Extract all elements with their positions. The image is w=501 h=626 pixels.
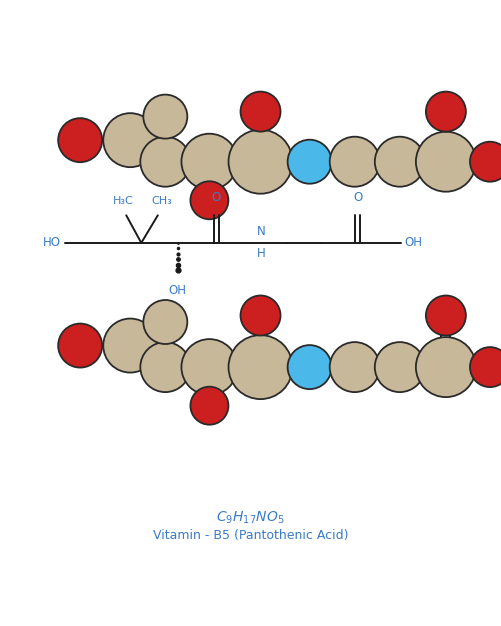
Circle shape bbox=[143, 95, 187, 138]
Text: O: O bbox=[353, 192, 362, 204]
Circle shape bbox=[228, 335, 293, 399]
Circle shape bbox=[330, 136, 380, 187]
Circle shape bbox=[375, 136, 425, 187]
Circle shape bbox=[58, 118, 102, 162]
Circle shape bbox=[143, 300, 187, 344]
Text: H: H bbox=[257, 247, 266, 260]
Text: HO: HO bbox=[43, 237, 61, 249]
Circle shape bbox=[416, 131, 476, 192]
Circle shape bbox=[190, 387, 228, 424]
Circle shape bbox=[140, 136, 190, 187]
Circle shape bbox=[288, 140, 332, 183]
Circle shape bbox=[470, 347, 501, 387]
Circle shape bbox=[240, 91, 281, 131]
Circle shape bbox=[426, 91, 466, 131]
Text: C$_9$H$_{17}$NO$_5$: C$_9$H$_{17}$NO$_5$ bbox=[216, 509, 285, 526]
Circle shape bbox=[228, 130, 293, 193]
Circle shape bbox=[240, 295, 281, 336]
Text: OH: OH bbox=[405, 237, 423, 249]
Circle shape bbox=[181, 339, 237, 395]
Circle shape bbox=[140, 342, 190, 392]
Text: Vitamin - B5 (Pantothenic Acid): Vitamin - B5 (Pantothenic Acid) bbox=[153, 529, 348, 542]
Circle shape bbox=[416, 337, 476, 397]
Circle shape bbox=[375, 342, 425, 392]
Text: O: O bbox=[212, 192, 221, 204]
Circle shape bbox=[103, 113, 157, 167]
Circle shape bbox=[330, 342, 380, 392]
Circle shape bbox=[58, 324, 102, 367]
Text: H₃C: H₃C bbox=[113, 197, 134, 207]
Circle shape bbox=[288, 345, 332, 389]
Text: CH₃: CH₃ bbox=[151, 197, 172, 207]
Circle shape bbox=[190, 182, 228, 219]
Circle shape bbox=[103, 319, 157, 372]
Circle shape bbox=[426, 295, 466, 336]
Circle shape bbox=[470, 141, 501, 182]
Text: OH: OH bbox=[169, 284, 187, 297]
Circle shape bbox=[181, 134, 237, 190]
Text: N: N bbox=[257, 225, 266, 238]
